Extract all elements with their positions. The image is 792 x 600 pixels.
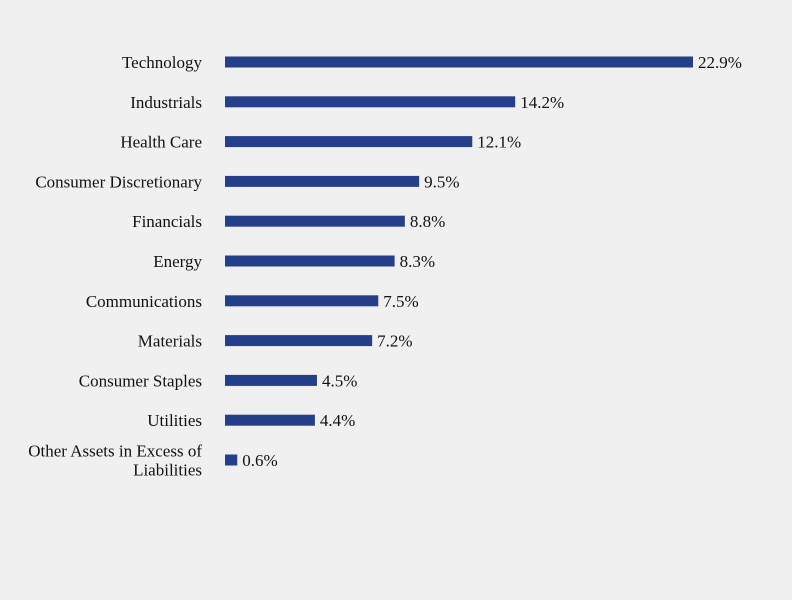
bars bbox=[225, 56, 693, 466]
bar bbox=[225, 255, 395, 267]
bar bbox=[225, 295, 379, 307]
value-label: 8.8% bbox=[410, 212, 445, 231]
bar bbox=[225, 175, 420, 187]
value-label: 12.1% bbox=[477, 133, 521, 152]
value-label: 0.6% bbox=[242, 451, 277, 470]
value-label: 9.5% bbox=[424, 172, 459, 191]
category-labels: Technology Industrials Health Care Consumer… bbox=[28, 53, 202, 480]
category-label: Energy bbox=[153, 252, 202, 271]
value-label: 7.2% bbox=[377, 332, 412, 351]
category-label: Communications bbox=[86, 292, 202, 311]
value-label: 8.3% bbox=[400, 252, 435, 271]
bar bbox=[225, 374, 317, 386]
bar bbox=[225, 96, 516, 108]
category-label: Materials bbox=[138, 332, 202, 351]
value-label: 7.5% bbox=[383, 292, 418, 311]
value-labels: 22.9% 14.2% 12.1% 9.5% 8.8% 8.3% 7.5% 7.2% 4.5% 4… bbox=[242, 53, 742, 470]
bar bbox=[225, 454, 238, 466]
bar bbox=[225, 136, 473, 148]
value-label: 22.9% bbox=[698, 53, 742, 72]
value-label: 4.4% bbox=[320, 411, 355, 430]
value-label: 4.5% bbox=[322, 371, 357, 390]
bar bbox=[225, 414, 315, 426]
category-label: Utilities bbox=[147, 411, 202, 430]
category-label: Consumer Discretionary bbox=[35, 172, 202, 191]
category-label: Technology bbox=[122, 53, 203, 72]
category-label: Consumer Staples bbox=[79, 371, 202, 390]
category-label: Other Assets in Excess of Liabilities bbox=[28, 442, 202, 480]
bar bbox=[225, 335, 373, 347]
bar bbox=[225, 56, 693, 68]
category-label: Health Care bbox=[120, 133, 202, 152]
category-label: Industrials bbox=[130, 93, 202, 112]
value-label: 14.2% bbox=[520, 93, 564, 112]
bar bbox=[225, 215, 405, 227]
category-label: Financials bbox=[132, 212, 202, 231]
